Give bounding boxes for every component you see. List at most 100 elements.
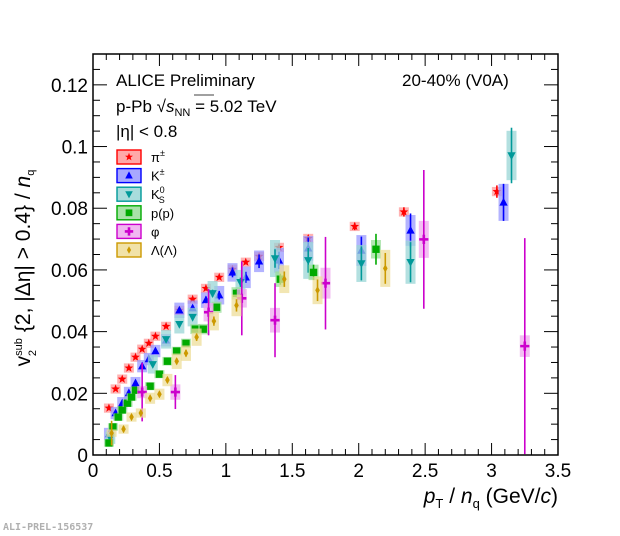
experiment-label: ALICE Preliminary — [116, 71, 255, 90]
data-point — [109, 423, 117, 431]
data-point — [208, 290, 217, 298]
system-sqrt-var: s — [166, 97, 175, 116]
data-point — [304, 257, 313, 265]
centrality-label: 20-40% (V0A) — [402, 71, 509, 90]
legend-label-sub: S — [159, 195, 165, 205]
data-point — [228, 267, 237, 276]
y-tick-label: 0.12 — [51, 76, 88, 97]
x-title-sub-t: T — [435, 496, 443, 511]
data-point — [148, 361, 157, 369]
legend-label-main: Λ(Λ) — [151, 243, 177, 258]
legend-marker — [126, 246, 132, 254]
data-point — [155, 370, 164, 378]
legend-label-main: K — [151, 169, 160, 184]
data-point — [175, 305, 184, 314]
data-point — [131, 378, 140, 387]
data-point — [123, 399, 132, 407]
legend-label: p(p) — [151, 206, 174, 221]
data-point — [144, 338, 154, 348]
data-point — [117, 374, 127, 383]
data-point — [104, 403, 114, 412]
y-axis-title: vsub 2 {2, |Δη| > 0.4} / nq — [12, 170, 39, 367]
legend-label: φ — [151, 224, 159, 239]
legend-item: p(p) — [116, 205, 174, 221]
data-point — [212, 303, 221, 311]
axis-ticks — [92, 53, 559, 456]
x-tick-label: 0.5 — [146, 461, 172, 482]
series-4 — [137, 169, 530, 455]
data-point — [111, 384, 120, 393]
data-point — [194, 333, 199, 342]
data-point — [203, 307, 214, 317]
data-point — [320, 278, 331, 288]
legend-label: Λ(Λ) — [151, 243, 177, 258]
x-title-close: ) — [551, 485, 558, 508]
data-point — [173, 347, 181, 355]
data-point — [199, 325, 207, 333]
data-point — [170, 387, 180, 397]
data-point — [124, 363, 134, 372]
x-title-c: c — [541, 485, 552, 508]
data-point — [406, 258, 415, 267]
y-tick-label: 0.1 — [62, 138, 88, 159]
legend-label: π± — [151, 148, 165, 165]
legend-marker — [125, 171, 133, 179]
x-title-sub-q: q — [473, 496, 480, 511]
data-point — [182, 339, 190, 348]
legend-label-main: p(p) — [151, 206, 174, 221]
data-point — [382, 264, 388, 273]
legend-marker — [125, 191, 133, 199]
data-point — [350, 221, 360, 231]
system-label: p-Pb √sNN = 5.02 TeV — [116, 97, 277, 119]
data-point — [183, 349, 189, 358]
data-point — [127, 393, 136, 401]
y-tick-label: 0.02 — [51, 384, 88, 405]
series-5 — [106, 249, 391, 446]
data-point — [399, 207, 409, 216]
y-tick-label: 0.04 — [51, 323, 88, 344]
legend-label: K± — [151, 167, 165, 184]
legend-label-main: φ — [151, 224, 159, 239]
legend-item: K0 S — [116, 185, 165, 205]
data-point — [131, 386, 140, 394]
legend-item: φ — [116, 223, 159, 239]
data-point — [174, 357, 179, 366]
y-title-q: q — [25, 170, 37, 176]
data-point — [118, 406, 126, 414]
data-point — [151, 346, 160, 355]
legend-label-sup: 0 — [160, 185, 165, 195]
data-point — [241, 257, 251, 266]
x-title-p: p — [423, 485, 436, 508]
series-3 — [103, 233, 381, 447]
sqrt-sign: √ — [157, 97, 167, 116]
system-suffix: = 5.02 TeV — [190, 97, 277, 116]
x-title-sep: / — [443, 485, 461, 508]
data-point — [419, 234, 429, 244]
data-point — [270, 255, 280, 264]
data-point — [163, 357, 172, 365]
data-point — [507, 152, 516, 161]
legend-label-main: π — [151, 150, 160, 165]
x-title-units: (GeV/ — [480, 485, 541, 508]
data-point — [270, 315, 280, 325]
data-point — [214, 272, 224, 282]
y-title-n: n — [12, 176, 35, 188]
data-point — [161, 336, 171, 344]
data-point — [309, 268, 318, 277]
data-point — [175, 320, 184, 329]
data-point — [357, 260, 366, 269]
data-point — [492, 186, 502, 196]
data-point — [188, 294, 198, 303]
data-point — [105, 439, 113, 447]
data-point — [234, 301, 239, 310]
legend-label-sup: ± — [160, 148, 165, 158]
y-title-main: {2, |Δη| > 0.4} / — [12, 187, 35, 337]
data-point — [157, 390, 162, 399]
series-1 — [103, 183, 509, 441]
legend-label-main: K — [151, 187, 160, 202]
data-point — [232, 289, 241, 298]
data-point — [137, 344, 147, 353]
data-point — [188, 313, 197, 322]
eta-cut-label: |η| < 0.8 — [116, 122, 177, 141]
y-tick-label: 0.08 — [51, 199, 88, 220]
